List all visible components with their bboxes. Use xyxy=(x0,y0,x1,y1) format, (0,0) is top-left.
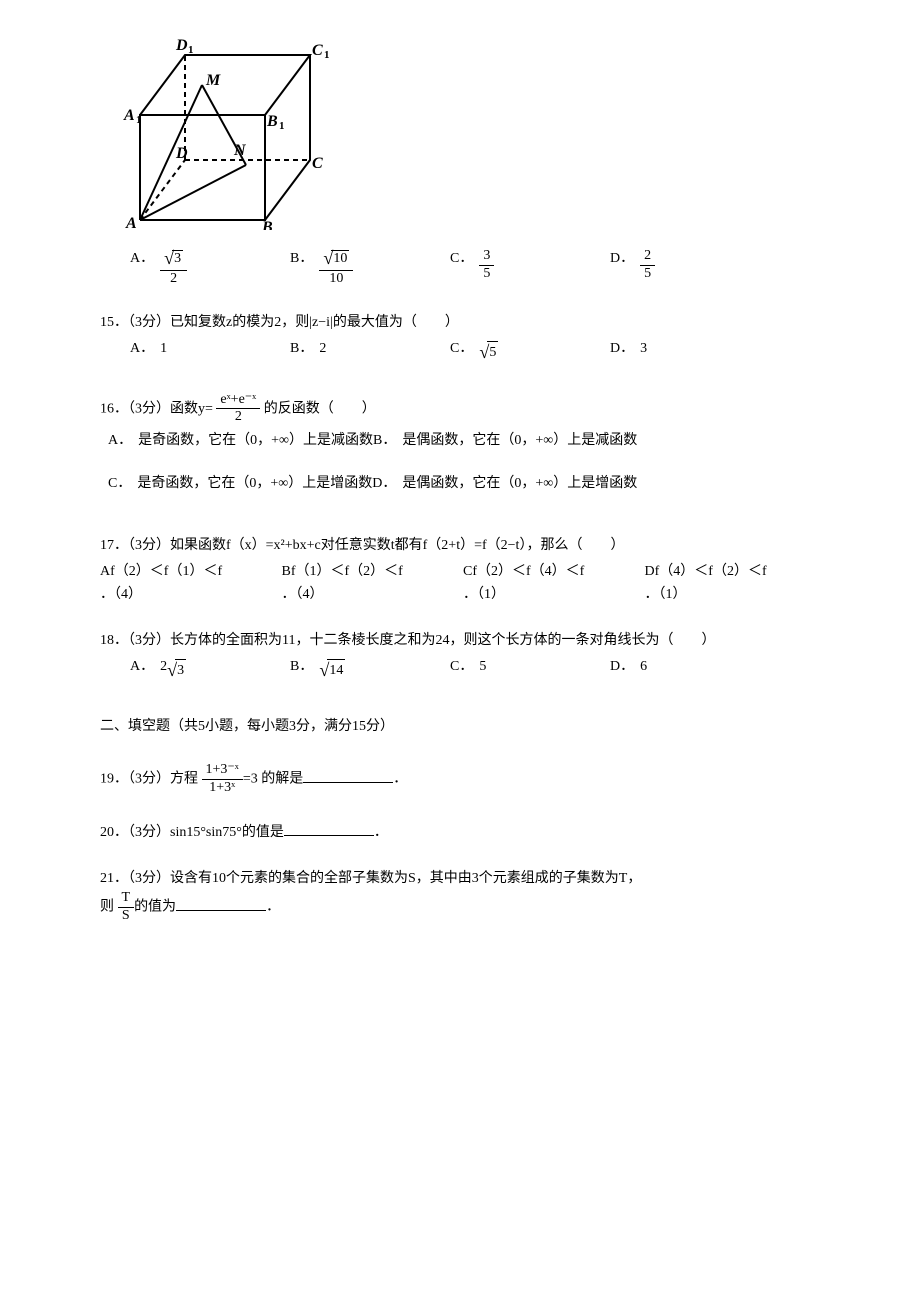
q18-option-a[interactable]: A． 2√3 xyxy=(130,656,270,685)
q15-option-d[interactable]: D． 3 xyxy=(610,338,750,367)
svg-text:A: A xyxy=(123,107,135,124)
svg-text:D: D xyxy=(175,145,188,162)
label-b: B． xyxy=(290,248,313,270)
q16-prefix: 16．（3分）函数y= xyxy=(100,401,213,416)
svg-text:1: 1 xyxy=(279,120,285,132)
svg-text:1: 1 xyxy=(188,44,194,56)
q17-option-d[interactable]: Df（4）＜f（2）＜f ．（1） xyxy=(645,561,821,606)
q14-option-d[interactable]: D． 2 5 xyxy=(610,248,750,288)
q14-options: A． √3 2 B． √10 10 C． 3 5 D． 2 5 xyxy=(130,248,820,288)
q19-frac: 1+3⁻ˣ 1+3ˣ xyxy=(202,762,243,797)
q21: 21．（3分）设含有10个元素的集合的全部子集数为S，其中由3个元素组成的子集数… xyxy=(100,868,820,925)
q17-option-c[interactable]: Cf（2）＜f（4）＜f ．（1） xyxy=(463,561,639,606)
frac-d: 2 5 xyxy=(640,248,655,283)
q21-line1: 21．（3分）设含有10个元素的集合的全部子集数为S，其中由3个元素组成的子集数… xyxy=(100,868,820,890)
q20: 20．（3分）sin15°sin75°的值是． xyxy=(100,821,820,844)
cube-svg: D1 C1 A1 B1 M N D C A B xyxy=(120,30,330,230)
q16-option-b[interactable]: B．是偶函数，它在（0，+∞）上是减函数 xyxy=(373,433,637,448)
section-2-heading: 二、填空题（共5小题，每小题3分，满分15分） xyxy=(100,716,820,738)
q16-options-row2: C．是奇函数，它在（0，+∞）上是增函数D．是偶函数，它在（0，+∞）上是增函数 xyxy=(108,473,820,495)
q15-option-b[interactable]: B． 2 xyxy=(290,338,430,367)
svg-text:A: A xyxy=(125,215,137,230)
q19: 19．（3分）方程 1+3⁻ˣ 1+3ˣ =3 的解是． xyxy=(100,762,820,797)
label-d: D． xyxy=(610,248,634,270)
frac-a: √3 2 xyxy=(160,248,187,288)
q14-option-c[interactable]: C． 3 5 xyxy=(450,248,590,288)
svg-text:1: 1 xyxy=(136,114,142,126)
q19-suffix: 的解是 xyxy=(261,772,303,787)
q20-blank[interactable] xyxy=(284,821,374,836)
q16-suffix: 的反函数（ ） xyxy=(264,401,376,416)
q19-eq: =3 xyxy=(243,772,258,787)
label-a: A． xyxy=(130,248,154,270)
q15-stem: 15．（3分）已知复数z的模为2，则|z−i|的最大值为（ ） xyxy=(100,312,820,334)
q16-stem: 16．（3分）函数y= eˣ+e⁻ˣ 2 的反函数（ ） xyxy=(100,392,820,427)
q19-blank[interactable] xyxy=(303,768,393,783)
q17-option-a[interactable]: Af（2）＜f（1）＜f ．（4） xyxy=(100,561,276,606)
q14-option-a[interactable]: A． √3 2 xyxy=(130,248,270,288)
q14-option-b[interactable]: B． √10 10 xyxy=(290,248,430,288)
q16-option-d[interactable]: D．是偶函数，它在（0，+∞）上是增函数 xyxy=(372,476,637,491)
q20-text: 20．（3分）sin15°sin75°的值是 xyxy=(100,825,284,840)
q17-option-b[interactable]: Bf（1）＜f（2）＜f ．（4） xyxy=(282,561,458,606)
q15-option-c[interactable]: C． √5 xyxy=(450,338,590,367)
q16-frac: eˣ+e⁻ˣ 2 xyxy=(216,392,260,427)
svg-text:C: C xyxy=(312,42,323,59)
q17-stem: 17．（3分）如果函数f（x）=x²+bx+c对任意实数t都有f（2+t）=f（… xyxy=(100,535,820,557)
q15-option-a[interactable]: A． 1 xyxy=(130,338,270,367)
q16-options-row1: A．是奇函数，它在（0，+∞）上是减函数B．是偶函数，它在（0，+∞）上是减函数 xyxy=(108,430,820,452)
q18-option-c[interactable]: C． 5 xyxy=(450,656,590,685)
frac-b: √10 10 xyxy=(319,248,353,288)
frac-c: 3 5 xyxy=(479,248,494,283)
svg-text:B: B xyxy=(261,219,273,230)
q21-line2: 则 T S 的值为． xyxy=(100,890,820,925)
q17-options: Af（2）＜f（1）＜f ．（4） Bf（1）＜f（2）＜f ．（4） Cf（2… xyxy=(100,561,820,606)
q21-frac: T S xyxy=(118,890,135,925)
svg-text:D: D xyxy=(175,37,188,54)
svg-text:B: B xyxy=(266,113,278,130)
q16-option-a[interactable]: A．是奇函数，它在（0，+∞）上是减函数 xyxy=(108,433,373,448)
svg-text:N: N xyxy=(233,142,247,159)
sqrt-5: √5 xyxy=(479,338,498,367)
q16-option-c[interactable]: C．是奇函数，它在（0，+∞）上是增函数 xyxy=(108,476,372,491)
svg-text:1: 1 xyxy=(324,49,330,61)
q18-option-b[interactable]: B． √14 xyxy=(290,656,430,685)
label-c: C． xyxy=(450,248,473,270)
svg-text:C: C xyxy=(312,155,323,172)
q15-options: A． 1 B． 2 C． √5 D． 3 xyxy=(130,338,820,367)
q19-prefix: 19．（3分）方程 xyxy=(100,772,198,787)
q18-option-d[interactable]: D． 6 xyxy=(610,656,750,685)
q21-blank[interactable] xyxy=(176,896,266,911)
q18-stem: 18．（3分）长方体的全面积为11，十二条棱长度之和为24，则这个长方体的一条对… xyxy=(100,630,820,652)
svg-text:M: M xyxy=(205,72,221,89)
q18-options: A． 2√3 B． √14 C． 5 D． 6 xyxy=(130,656,820,685)
cube-figure: D1 C1 A1 B1 M N D C A B xyxy=(120,30,800,238)
